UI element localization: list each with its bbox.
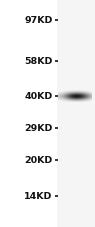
- Text: 20KD: 20KD: [25, 155, 53, 165]
- Text: 29KD: 29KD: [24, 124, 53, 133]
- Text: 58KD: 58KD: [24, 57, 53, 66]
- Text: 14KD: 14KD: [24, 192, 53, 201]
- Bar: [57, 0, 95, 227]
- Text: 97KD: 97KD: [24, 16, 53, 25]
- Text: 40KD: 40KD: [25, 92, 53, 101]
